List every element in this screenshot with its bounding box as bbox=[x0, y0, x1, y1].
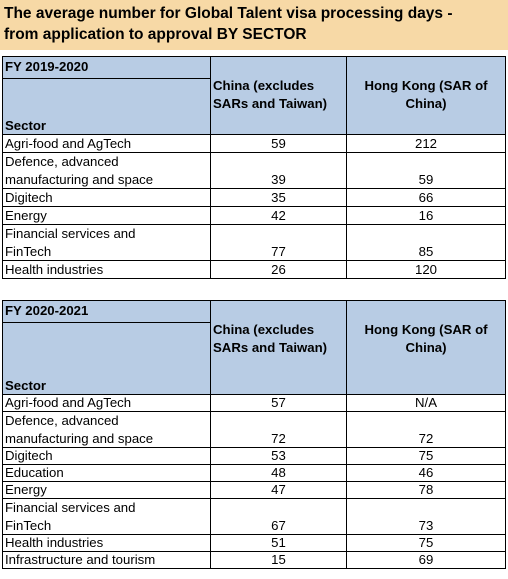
sector-line: Financial services and bbox=[5, 500, 136, 515]
sector-line: FinTech bbox=[5, 517, 52, 533]
table-row: Defence, advanced manufacturing and spac… bbox=[2, 411, 506, 448]
sector-cell: Education bbox=[2, 464, 211, 482]
fy-label: FY 2020-2021 bbox=[2, 300, 211, 323]
sector-cell: Digitech bbox=[2, 188, 211, 207]
sector-line: FinTech bbox=[5, 243, 52, 259]
hk-value: 16 bbox=[346, 206, 506, 225]
table-row: Infrastructure and tourism 15 69 bbox=[2, 551, 506, 569]
hk-value: 59 bbox=[346, 152, 506, 189]
hk-value: 85 bbox=[346, 224, 506, 261]
sector-line: manufacturing and space bbox=[5, 430, 154, 446]
china-value: 51 bbox=[210, 534, 347, 552]
hk-value: 212 bbox=[346, 134, 506, 153]
title-line-2: from application to approval BY SECTOR bbox=[4, 26, 307, 43]
sector-line: manufacturing and space bbox=[5, 171, 154, 187]
china-value: 77 bbox=[210, 224, 347, 261]
table-row: Defence, advanced manufacturing and spac… bbox=[2, 152, 506, 189]
hk-value: 78 bbox=[346, 481, 506, 499]
table-row: Agri-food and AgTech 59 212 bbox=[2, 134, 506, 153]
sector-cell: Agri-food and AgTech bbox=[2, 134, 211, 153]
hk-value: 75 bbox=[346, 447, 506, 465]
sector-cell: Digitech bbox=[2, 447, 211, 465]
china-value: 72 bbox=[210, 411, 347, 448]
header-hong-kong: Hong Kong (SAR of China) bbox=[346, 300, 506, 395]
table-row: Digitech 35 66 bbox=[2, 188, 506, 207]
hk-value: 120 bbox=[346, 260, 506, 279]
table-fy-2020-2021: FY 2020-2021 China (excludes SARs and Ta… bbox=[2, 300, 506, 569]
china-value: 59 bbox=[210, 134, 347, 153]
sector-cell: Energy bbox=[2, 206, 211, 225]
fy-label: FY 2019-2020 bbox=[2, 56, 211, 79]
hk-value: 69 bbox=[346, 551, 506, 569]
hk-value: 75 bbox=[346, 534, 506, 552]
hk-value: N/A bbox=[346, 394, 506, 412]
table-row: Energy 42 16 bbox=[2, 206, 506, 225]
china-value: 67 bbox=[210, 498, 347, 535]
table-row: Digitech 53 75 bbox=[2, 447, 506, 465]
sector-line: Financial services and bbox=[5, 226, 136, 241]
sector-cell: Health industries bbox=[2, 260, 211, 279]
header-sector: Sector bbox=[2, 322, 211, 395]
table-row: Energy 47 78 bbox=[2, 481, 506, 499]
sector-cell: Agri-food and AgTech bbox=[2, 394, 211, 412]
china-value: 35 bbox=[210, 188, 347, 207]
sector-line: Defence, advanced bbox=[5, 413, 119, 428]
table-row: Health industries 51 75 bbox=[2, 534, 506, 552]
header-hong-kong: Hong Kong (SAR of China) bbox=[346, 56, 506, 135]
china-value: 39 bbox=[210, 152, 347, 189]
sector-cell: Energy bbox=[2, 481, 211, 499]
china-value: 47 bbox=[210, 481, 347, 499]
hk-value: 46 bbox=[346, 464, 506, 482]
sector-cell: Infrastructure and tourism bbox=[2, 551, 211, 569]
page-title: The average number for Global Talent vis… bbox=[0, 0, 508, 50]
sector-cell: Financial services and FinTech bbox=[2, 498, 211, 535]
china-value: 57 bbox=[210, 394, 347, 412]
table-row: Health industries 26 120 bbox=[2, 260, 506, 279]
table-row: Agri-food and AgTech 57 N/A bbox=[2, 394, 506, 412]
title-line-1: The average number for Global Talent vis… bbox=[4, 5, 453, 22]
sector-cell: Defence, advanced manufacturing and spac… bbox=[2, 411, 211, 448]
hk-value: 72 bbox=[346, 411, 506, 448]
sector-cell: Defence, advanced manufacturing and spac… bbox=[2, 152, 211, 189]
china-value: 53 bbox=[210, 447, 347, 465]
china-value: 42 bbox=[210, 206, 347, 225]
hk-value: 66 bbox=[346, 188, 506, 207]
table-row: Financial services and FinTech 67 73 bbox=[2, 498, 506, 535]
sector-cell: Health industries bbox=[2, 534, 211, 552]
header-china: China (excludes SARs and Taiwan) bbox=[210, 300, 347, 395]
table-fy-2019-2020: FY 2019-2020 China (excludes SARs and Ta… bbox=[2, 56, 506, 279]
hk-value: 73 bbox=[346, 498, 506, 535]
header-sector: Sector bbox=[2, 78, 211, 135]
header-china: China (excludes SARs and Taiwan) bbox=[210, 56, 347, 135]
sector-line: Defence, advanced bbox=[5, 154, 119, 169]
china-value: 15 bbox=[210, 551, 347, 569]
china-value: 26 bbox=[210, 260, 347, 279]
china-value: 48 bbox=[210, 464, 347, 482]
table-row: Education 48 46 bbox=[2, 464, 506, 482]
sector-cell: Financial services and FinTech bbox=[2, 224, 211, 261]
table-row: Financial services and FinTech 77 85 bbox=[2, 224, 506, 261]
